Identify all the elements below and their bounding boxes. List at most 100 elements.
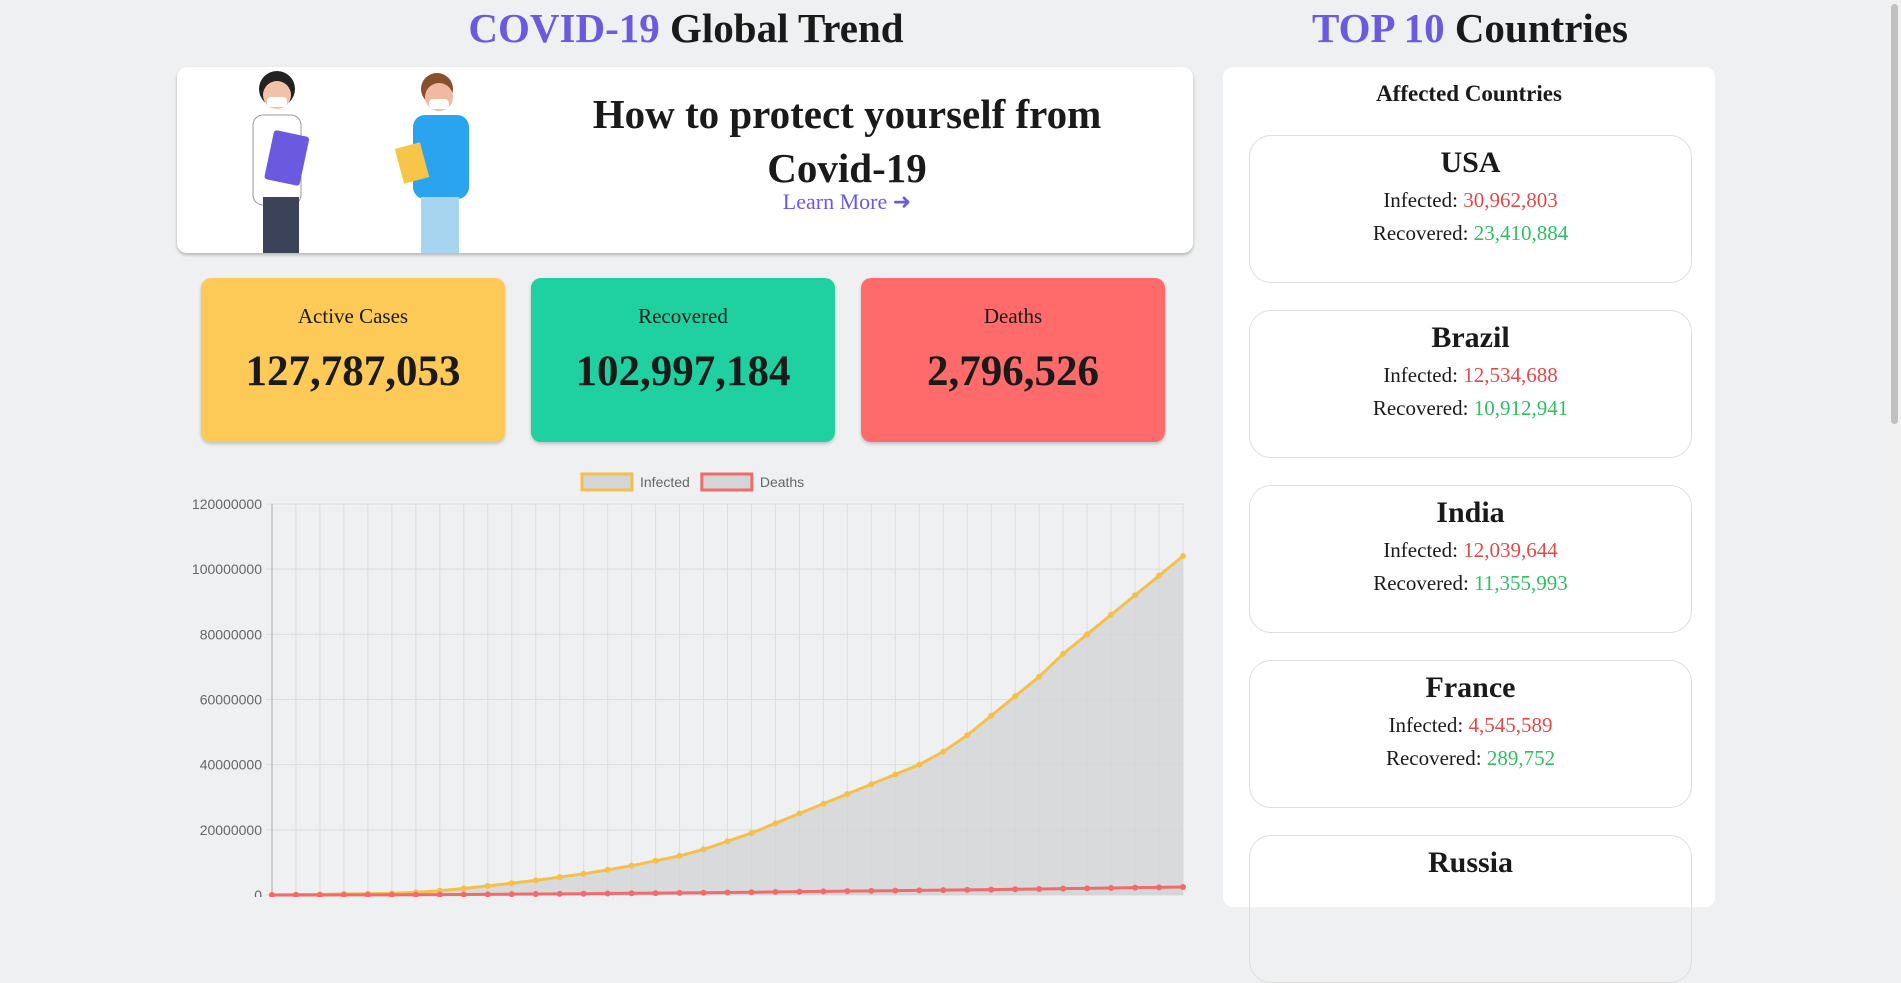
- point: [700, 846, 707, 853]
- point: [460, 885, 467, 892]
- infected-value: 30,962,803: [1463, 188, 1558, 212]
- country-name: Brazil: [1431, 321, 1510, 354]
- y-tick-label: 20000000: [200, 822, 263, 838]
- point: [1084, 631, 1091, 638]
- left-title: COVID-19 Global Trend: [466, 4, 906, 52]
- country-card: France Infected: 4,545,589 Recovered: 289,…: [1249, 660, 1692, 808]
- learn-more[interactable]: Learn More ➜: [782, 189, 912, 214]
- infected-label: Infected:: [1383, 363, 1458, 387]
- learn-more-text[interactable]: Learn More: [782, 189, 888, 214]
- point: [1036, 673, 1043, 680]
- point: [652, 857, 659, 864]
- point: [340, 891, 347, 897]
- point: [532, 891, 539, 897]
- point: [724, 889, 731, 896]
- point: [1156, 572, 1163, 579]
- chart: 0 20000000 40000000 60000000 80000000 1000000…: [192, 472, 1186, 897]
- right-title: TOP 10 Countries: [1250, 4, 1690, 52]
- page: COVID-19 Global Trend TOP 10 Countries H…: [177, 0, 1901, 983]
- point: [940, 748, 947, 755]
- illustration: [252, 71, 469, 253]
- country-card: India Infected: 12,039,644 Recovered: 11,3…: [1249, 485, 1692, 633]
- point: [364, 891, 371, 897]
- stat-label: Recovered: [638, 304, 728, 328]
- scrollbar: [1888, 0, 1901, 897]
- legend-swatch: [580, 472, 634, 492]
- point: [868, 887, 875, 894]
- y-tick-label: 80000000: [200, 626, 263, 642]
- point: [1060, 650, 1067, 657]
- title-accent: TOP 10: [1312, 5, 1445, 51]
- y-tick-label: 100000000: [192, 561, 262, 577]
- area: [272, 556, 1183, 895]
- point: [484, 882, 491, 889]
- point: [269, 892, 275, 897]
- y-tick-label: 120000000: [192, 496, 262, 512]
- country-name: India: [1436, 496, 1505, 529]
- panel-heading: Affected Countries: [1376, 81, 1562, 106]
- infected-value: 12,534,688: [1463, 363, 1558, 387]
- infected-label: Infected:: [1388, 713, 1464, 737]
- point: [604, 866, 611, 873]
- point: [1060, 885, 1067, 892]
- stat-card: Recovered 102,997,184: [531, 278, 835, 442]
- country-card: Brazil Infected: 12,534,688 Recovered: 10,…: [1249, 310, 1692, 458]
- point: [1132, 884, 1139, 891]
- point: [1156, 884, 1163, 891]
- recovered-label: Recovered:: [1373, 571, 1469, 595]
- infected-value: 12,039,644: [1463, 538, 1558, 562]
- recovered-label: Recovered:: [1372, 396, 1469, 420]
- stat-value: 102,997,184: [575, 348, 791, 395]
- point: [1084, 885, 1091, 892]
- point: [772, 820, 779, 827]
- title-accent: COVID-19: [468, 5, 660, 51]
- stat-value: 2,796,526: [927, 348, 1099, 395]
- point: [580, 890, 587, 897]
- title-rest: Countries: [1454, 5, 1628, 51]
- point: [916, 887, 923, 894]
- point: [1036, 885, 1043, 892]
- point: [676, 852, 683, 859]
- point: [700, 889, 707, 896]
- recovered-label: Recovered:: [1385, 746, 1482, 770]
- point: [820, 888, 827, 895]
- point: [796, 810, 803, 817]
- point: [892, 887, 899, 894]
- point: [1180, 553, 1186, 560]
- recovered-label: Recovered:: [1372, 221, 1469, 245]
- country-recovered: Recovered: 10,912,941: [1250, 396, 1691, 421]
- point: [1108, 611, 1115, 618]
- point: [988, 886, 995, 893]
- banner-heading: How to protect yourself from Covid-19: [592, 91, 1102, 191]
- country-card: Russia: [1249, 835, 1692, 983]
- y-tick-label: 40000000: [200, 757, 263, 773]
- point: [964, 886, 971, 893]
- point: [556, 890, 563, 897]
- point: [1012, 886, 1019, 893]
- stat-value: 127,787,053: [245, 348, 461, 395]
- country-name: France: [1425, 671, 1516, 704]
- point: [532, 877, 539, 884]
- point: [892, 771, 899, 778]
- point: [796, 888, 803, 895]
- point: [748, 889, 755, 896]
- point: [820, 800, 827, 807]
- point: [508, 891, 515, 897]
- point: [1012, 693, 1019, 700]
- countries-panel: Affected Countries USA Infected: 30,962,8…: [1223, 67, 1715, 983]
- point: [388, 891, 395, 897]
- point: [916, 761, 923, 768]
- scrollbar-thumb: [1891, 4, 1898, 424]
- point: [652, 890, 659, 897]
- point: [724, 838, 731, 845]
- stat-card: Active Cases 127,787,053: [201, 278, 505, 442]
- country-recovered: Recovered: 11,355,993: [1250, 571, 1691, 596]
- point: [1180, 884, 1186, 891]
- point: [292, 892, 299, 897]
- point: [1132, 592, 1139, 599]
- point: [484, 891, 491, 897]
- point: [940, 887, 947, 894]
- point: [964, 732, 971, 739]
- point: [628, 890, 635, 897]
- recovered-value: 10,912,941: [1473, 396, 1569, 420]
